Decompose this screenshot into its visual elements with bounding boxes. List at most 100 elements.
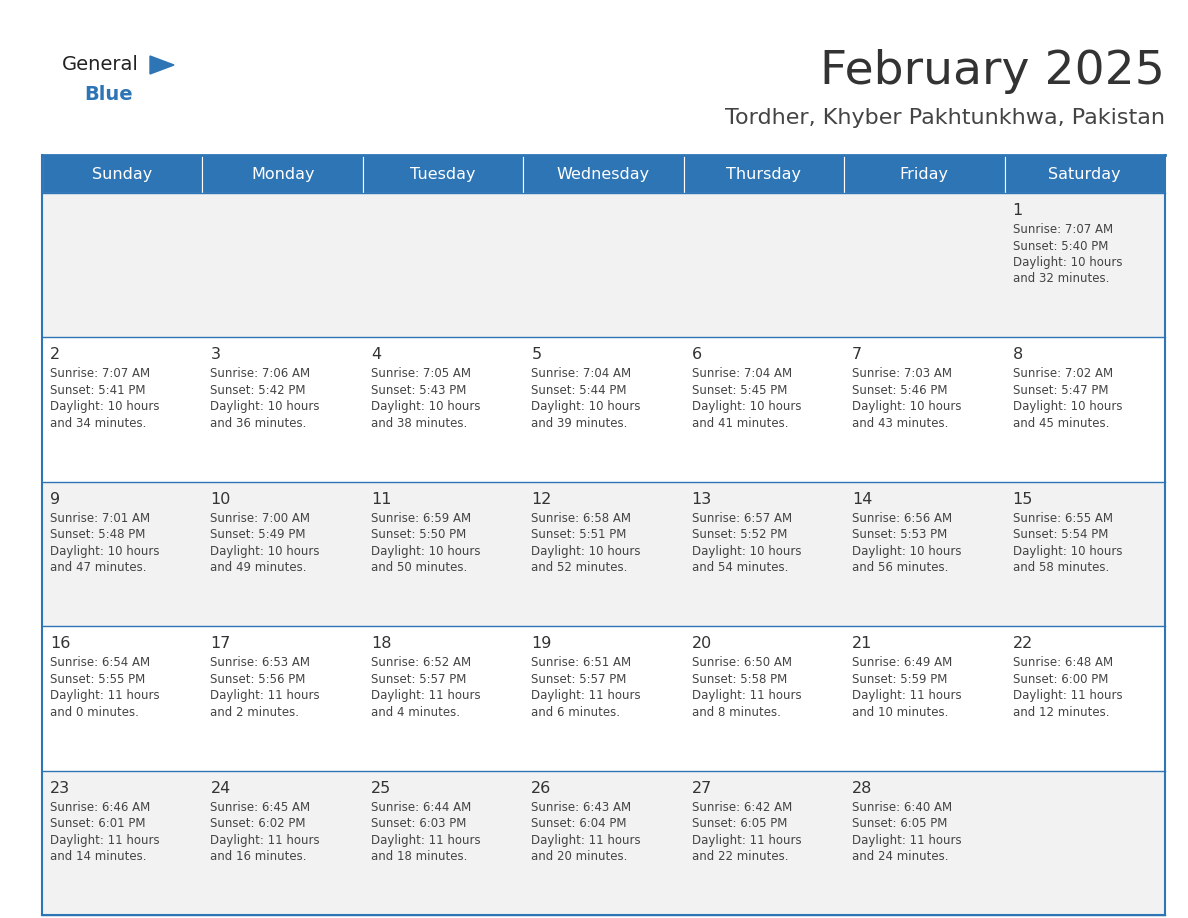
Text: and 10 minutes.: and 10 minutes. [852,706,948,719]
Text: Sunset: 5:40 PM: Sunset: 5:40 PM [1012,240,1108,252]
Text: and 58 minutes.: and 58 minutes. [1012,561,1108,575]
Text: Blue: Blue [84,85,133,105]
Text: Daylight: 11 hours: Daylight: 11 hours [691,834,802,846]
Text: Tordher, Khyber Pakhtunkhwa, Pakistan: Tordher, Khyber Pakhtunkhwa, Pakistan [725,108,1165,128]
Text: 14: 14 [852,492,872,507]
Text: Sunday: Sunday [93,166,152,182]
Text: Daylight: 11 hours: Daylight: 11 hours [371,834,480,846]
Text: and 56 minutes.: and 56 minutes. [852,561,948,575]
Text: Sunrise: 6:59 AM: Sunrise: 6:59 AM [371,512,470,525]
Text: 7: 7 [852,347,862,363]
Text: Sunrise: 6:57 AM: Sunrise: 6:57 AM [691,512,792,525]
Text: and 39 minutes.: and 39 minutes. [531,417,627,430]
Text: Sunset: 6:03 PM: Sunset: 6:03 PM [371,817,466,830]
Text: and 4 minutes.: and 4 minutes. [371,706,460,719]
Text: Sunrise: 7:07 AM: Sunrise: 7:07 AM [1012,223,1113,236]
Text: Sunset: 5:56 PM: Sunset: 5:56 PM [210,673,305,686]
Bar [202,193,362,338]
Text: Sunset: 5:50 PM: Sunset: 5:50 PM [371,528,466,542]
Text: 15: 15 [1012,492,1032,507]
Text: Daylight: 11 hours: Daylight: 11 hours [531,834,640,846]
Text: Sunrise: 6:55 AM: Sunrise: 6:55 AM [1012,512,1113,525]
Text: Daylight: 11 hours: Daylight: 11 hours [691,689,802,702]
Text: 26: 26 [531,780,551,796]
Bar [523,482,684,626]
Text: Sunrise: 6:48 AM: Sunrise: 6:48 AM [1012,656,1113,669]
Text: Tuesday: Tuesday [410,166,476,182]
Text: Sunrise: 6:43 AM: Sunrise: 6:43 AM [531,800,631,813]
Text: 9: 9 [50,492,61,507]
Text: Wednesday: Wednesday [557,166,650,182]
Text: Sunset: 5:54 PM: Sunset: 5:54 PM [1012,528,1108,542]
Bar [362,482,523,626]
Bar [362,193,523,338]
Text: Sunset: 5:57 PM: Sunset: 5:57 PM [531,673,626,686]
Text: 21: 21 [852,636,872,651]
Bar [362,770,523,915]
Text: 1: 1 [1012,203,1023,218]
Bar [684,338,845,482]
Text: Sunset: 5:41 PM: Sunset: 5:41 PM [50,384,145,397]
Text: 19: 19 [531,636,551,651]
Text: Sunset: 6:02 PM: Sunset: 6:02 PM [210,817,307,830]
Text: Daylight: 11 hours: Daylight: 11 hours [1012,689,1123,702]
Text: Sunrise: 6:54 AM: Sunrise: 6:54 AM [50,656,150,669]
Text: Daylight: 10 hours: Daylight: 10 hours [691,400,801,413]
Bar [42,155,202,193]
Text: Sunset: 5:44 PM: Sunset: 5:44 PM [531,384,627,397]
Text: 4: 4 [371,347,381,363]
Text: Sunset: 5:57 PM: Sunset: 5:57 PM [371,673,466,686]
Text: Daylight: 10 hours: Daylight: 10 hours [1012,400,1123,413]
Text: Sunrise: 6:50 AM: Sunrise: 6:50 AM [691,656,791,669]
Bar [202,626,362,770]
Text: Sunrise: 6:51 AM: Sunrise: 6:51 AM [531,656,631,669]
Text: Sunset: 5:45 PM: Sunset: 5:45 PM [691,384,788,397]
Text: and 50 minutes.: and 50 minutes. [371,561,467,575]
Bar [362,338,523,482]
Text: and 20 minutes.: and 20 minutes. [531,850,627,863]
Text: and 34 minutes.: and 34 minutes. [50,417,146,430]
Bar [684,155,845,193]
Text: 23: 23 [50,780,70,796]
Bar [684,482,845,626]
Text: Daylight: 10 hours: Daylight: 10 hours [852,544,961,558]
Text: Sunrise: 6:52 AM: Sunrise: 6:52 AM [371,656,470,669]
Text: and 14 minutes.: and 14 minutes. [50,850,146,863]
Text: Daylight: 10 hours: Daylight: 10 hours [50,400,159,413]
Text: Sunset: 6:01 PM: Sunset: 6:01 PM [50,817,145,830]
Text: and 16 minutes.: and 16 minutes. [210,850,307,863]
Bar [523,770,684,915]
Bar [845,482,1005,626]
Bar [42,338,202,482]
Text: Sunset: 6:00 PM: Sunset: 6:00 PM [1012,673,1108,686]
Text: Sunrise: 7:04 AM: Sunrise: 7:04 AM [691,367,792,380]
Text: and 41 minutes.: and 41 minutes. [691,417,788,430]
Text: 11: 11 [371,492,391,507]
Text: Sunrise: 7:00 AM: Sunrise: 7:00 AM [210,512,310,525]
Bar [684,626,845,770]
Bar [845,626,1005,770]
Text: 5: 5 [531,347,542,363]
Text: 10: 10 [210,492,230,507]
Text: Daylight: 10 hours: Daylight: 10 hours [1012,544,1123,558]
Text: Sunset: 5:53 PM: Sunset: 5:53 PM [852,528,947,542]
Bar [684,193,845,338]
Text: 17: 17 [210,636,230,651]
Bar [362,626,523,770]
Text: Sunrise: 7:04 AM: Sunrise: 7:04 AM [531,367,631,380]
Text: 28: 28 [852,780,872,796]
Bar [42,626,202,770]
Text: Daylight: 11 hours: Daylight: 11 hours [531,689,640,702]
Text: Daylight: 10 hours: Daylight: 10 hours [371,400,480,413]
Bar [1005,482,1165,626]
Text: and 8 minutes.: and 8 minutes. [691,706,781,719]
Text: Sunrise: 6:53 AM: Sunrise: 6:53 AM [210,656,310,669]
Bar [845,338,1005,482]
Text: Sunset: 5:43 PM: Sunset: 5:43 PM [371,384,466,397]
Bar [684,770,845,915]
Text: Sunrise: 6:44 AM: Sunrise: 6:44 AM [371,800,472,813]
Text: Daylight: 10 hours: Daylight: 10 hours [50,544,159,558]
Text: and 47 minutes.: and 47 minutes. [50,561,146,575]
Bar [845,770,1005,915]
Text: Friday: Friday [899,166,949,182]
